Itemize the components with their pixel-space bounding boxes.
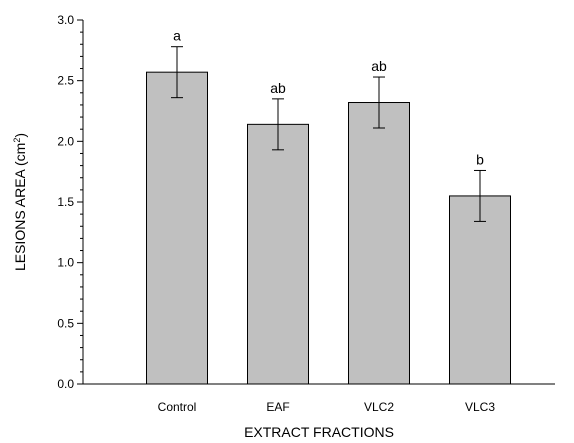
significance-label: ab — [270, 80, 286, 96]
significance-label: ab — [371, 58, 387, 74]
y-tick-label: 3.0 — [57, 13, 74, 27]
y-axis-title: LESIONS AREA (cm2) — [12, 133, 28, 271]
bar-vlc3 — [449, 195, 511, 385]
bar-vlc2 — [348, 102, 410, 385]
y-axis-title-superscript: 2 — [12, 138, 22, 143]
plot-area: 0.0 0.5 1.0 1.5 2.0 2.5 3.0 a ab ab b Control EAF V… — [57, 13, 555, 414]
bar-control — [146, 71, 208, 385]
x-tick-label: Control — [158, 400, 197, 414]
x-tick-label: VLC2 — [364, 400, 394, 414]
y-tick-label: 1.0 — [57, 256, 74, 270]
y-tick-label: 2.0 — [57, 134, 74, 148]
y-tick-label: 0.0 — [57, 377, 74, 391]
y-tick-label: 2.5 — [57, 74, 74, 88]
y-tick-label: 0.5 — [57, 316, 74, 330]
y-tick-label: 1.5 — [57, 195, 74, 209]
y-axis-title-close: ) — [12, 133, 28, 138]
x-axis-title: EXTRACT FRACTIONS — [244, 424, 394, 440]
x-tick-label: VLC3 — [465, 400, 495, 414]
significance-label: a — [173, 28, 181, 44]
x-axis-tick-labels: Control EAF VLC2 VLC3 — [158, 400, 496, 414]
x-tick-label: EAF — [266, 400, 289, 414]
y-axis-title-main: LESIONS AREA (cm — [12, 143, 28, 271]
bar-eaf — [247, 123, 309, 385]
significance-label: b — [476, 151, 484, 167]
y-axis-ticks: 0.0 0.5 1.0 1.5 2.0 2.5 3.0 — [57, 13, 83, 391]
bars: a ab ab b — [146, 28, 511, 385]
